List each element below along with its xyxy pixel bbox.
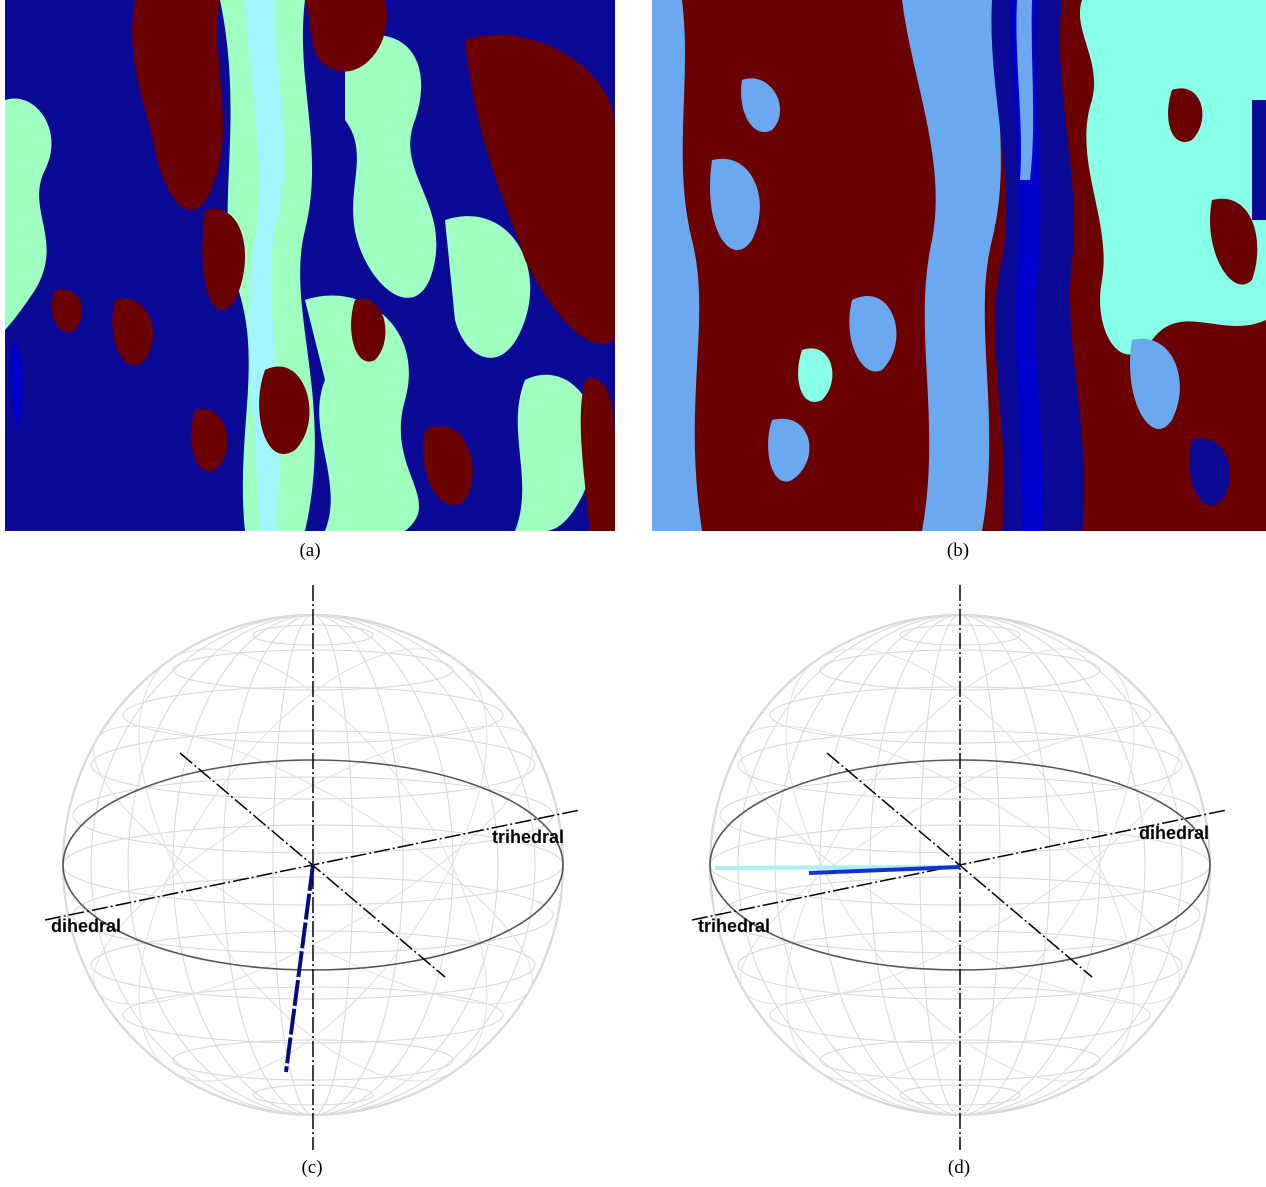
map-a-red-region-9 [580,378,615,531]
map-b-red-in-cyan-2 [1210,198,1258,285]
map-b-skyblue-patch-4 [849,296,897,372]
map-b-lightblue-core [1016,0,1034,180]
map-b-skyblue-patch-2 [741,78,781,132]
sphere-c-vector-navy [284,864,315,1073]
caption-a: (a) [299,540,321,561]
map-a-svg [5,0,615,531]
caption-d: (d) [947,1157,971,1178]
map-a-red-region-11 [191,408,228,472]
map-b-skyblue-right [1130,338,1180,429]
map-a-red-region-10 [51,289,83,333]
sphere-c-svg: trihedral dihedral [0,522,656,1187]
map-a-red-region-2 [305,0,387,72]
map-a-mint-bottom-right [515,374,597,531]
map-a-mint-mid [345,34,437,298]
sphere-d-label-right: dihedral [1139,823,1209,843]
sphere-d: dihedral trihedral [617,522,1266,1187]
map-b-svg [652,0,1266,531]
map-a-red-region-6 [259,366,310,454]
map-b-skyblue-patch-1 [710,158,760,251]
map-a-red-region-1 [132,0,224,211]
caption-c: (c) [301,1157,323,1178]
sphere-c-label-left: dihedral [51,916,121,936]
sphere-d-horizontal-axis [691,809,1228,921]
map-a-mint-right [445,216,531,358]
map-b-bright-blue-core [1011,0,1043,531]
sphere-d-vector-blue [808,865,961,875]
map-b-skyblue-stream [902,0,1001,531]
map-a-red-region-7 [351,298,386,362]
map-b-cyan-right [1079,0,1266,355]
caption-b: (b) [946,540,970,561]
map-a-mint-lower [305,295,420,531]
map-b-navy-right-edge [1252,100,1266,220]
sphere-c-label-right: trihedral [492,827,564,847]
map-a-red-region-5 [112,298,154,366]
sphere-c: trihedral dihedral [0,522,656,1187]
sphere-d-label-left: trihedral [698,916,770,936]
map-b-skyblue-patch-3 [768,418,810,482]
classification-map-b [652,0,1266,531]
map-b-skyblue-left [652,0,702,531]
map-a-blue-streak [10,340,23,430]
sphere-d-svg: dihedral trihedral [617,522,1266,1187]
map-a-mint-region [5,98,52,330]
map-b-red-in-cyan [1168,88,1203,142]
map-a-red-region-4 [202,208,245,310]
map-b-navy-patch [1189,438,1231,506]
map-a-red-region-8 [423,426,473,506]
classification-map-a [5,0,615,531]
map-a-red-region-3 [465,34,615,344]
map-b-cyan-patch-1 [798,348,833,402]
